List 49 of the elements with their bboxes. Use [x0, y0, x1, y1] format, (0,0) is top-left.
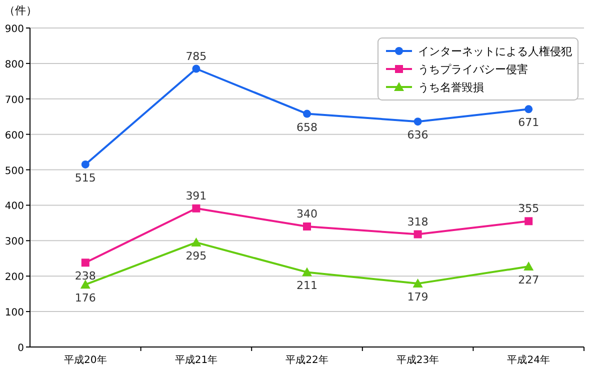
point [192, 64, 200, 73]
legend-label: うちプライバシー侵害 [418, 63, 528, 76]
y-tick-label: 900 [4, 24, 24, 35]
data-label: 785 [186, 50, 207, 63]
data-label: 636 [407, 128, 428, 142]
data-label: 340 [296, 207, 318, 220]
y-tick-label: 600 [4, 130, 24, 142]
y-tick-label: 0 [18, 343, 24, 354]
point [303, 222, 311, 230]
data-label: 176 [74, 292, 96, 305]
y-axis-title: （件） [4, 4, 37, 17]
point [414, 118, 422, 126]
point [524, 262, 534, 271]
data-label: 391 [186, 189, 207, 202]
y-tick-label: 800 [4, 59, 24, 70]
point [81, 160, 90, 168]
data-label: 179 [407, 290, 428, 304]
point [524, 105, 533, 114]
data-label: 515 [74, 171, 96, 184]
data-label: 295 [186, 249, 207, 262]
x-tick-label: 平成21年 [174, 354, 218, 366]
x-tick-label: 平成23年 [396, 354, 440, 366]
y-tick-label: 300 [4, 236, 24, 248]
data-label: 355 [518, 202, 540, 216]
y-tick-label: 500 [4, 166, 24, 177]
y-tick-label: 100 [4, 308, 24, 319]
point [81, 258, 90, 267]
legend-label: うち名誉毀損 [418, 81, 484, 94]
point [414, 230, 422, 238]
y-tick-label: 200 [4, 272, 24, 284]
data-label: 318 [407, 215, 428, 228]
point [303, 110, 311, 118]
data-label: 227 [518, 274, 540, 287]
point [302, 267, 312, 276]
point [192, 204, 200, 212]
data-label: 211 [296, 279, 318, 292]
x-tick-label: 平成24年 [507, 354, 550, 366]
point [524, 217, 533, 226]
x-tick-label: 平成20年 [64, 354, 107, 366]
y-tick-label: 400 [4, 201, 24, 212]
point [191, 237, 202, 246]
data-label: 658 [296, 120, 318, 134]
x-tick-label: 平成22年 [286, 354, 328, 366]
legend-label: インターネットによる人権侵犯 [418, 45, 572, 58]
data-label: 671 [518, 116, 540, 130]
data-label: 238 [74, 270, 96, 283]
point [412, 278, 423, 288]
point [80, 280, 90, 289]
y-tick-label: 700 [4, 94, 24, 106]
